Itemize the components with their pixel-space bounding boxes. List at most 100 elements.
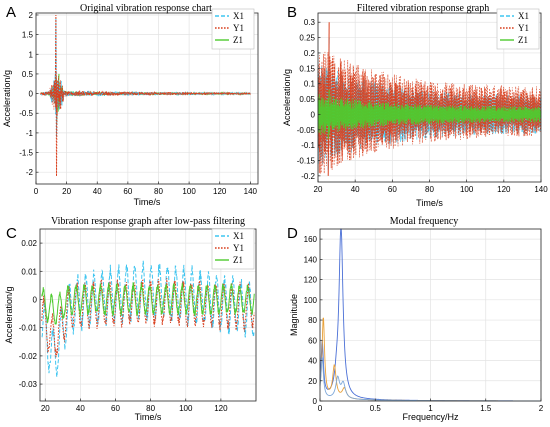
y-tick-label: 0 xyxy=(313,397,318,406)
x-tick-label: 20 xyxy=(41,404,50,413)
y-tick-label: 0.05 xyxy=(299,95,315,104)
y-tick-label: 140 xyxy=(304,255,318,264)
panel-c: 20 40 60 80 100 120 -0.03 -0.02 -0.01 0 0.01 0.02 C V… xyxy=(4,216,257,422)
series-group xyxy=(40,14,251,177)
y-tick-label: -0.15 xyxy=(297,156,316,165)
legend-label-y1: Y1 xyxy=(233,23,244,33)
legend: X1 Y1 Z1 xyxy=(211,8,255,50)
x-tick-label: 80 xyxy=(425,185,434,194)
legend-label-z1: Z1 xyxy=(233,255,243,265)
x-axis-label: Time/s xyxy=(416,198,443,208)
series-line-y1 xyxy=(317,51,542,174)
series-group xyxy=(41,260,255,378)
y-tick-label: -0.5 xyxy=(19,109,33,118)
y-tick-label: 60 xyxy=(308,336,317,345)
x-axis-label: Time/s xyxy=(134,197,161,207)
panel-a: 0 20 40 60 80 100 120 140 -2 -1.5 -1 -0.5 0 0.5 1 1.5 2 A… xyxy=(2,3,259,207)
legend-label-y1: Y1 xyxy=(233,243,244,253)
y-axis-label: Magnitude xyxy=(289,294,299,336)
y-tick-label: -0.02 xyxy=(19,352,38,361)
series-line-z1 xyxy=(41,282,255,325)
x-tick-label: 20 xyxy=(314,185,323,194)
chart-title: Original vibration response chart xyxy=(80,3,212,14)
y-tick-label: 1 xyxy=(29,50,34,59)
y-tick-label: -0.01 xyxy=(19,324,38,333)
x-tick-label: 100 xyxy=(179,404,193,413)
y-tick-label: -0.05 xyxy=(297,126,316,135)
y-tick-label: -1.5 xyxy=(19,149,33,158)
y-tick-label: 0.5 xyxy=(22,70,34,79)
x-tick-label: 60 xyxy=(388,185,397,194)
y-tick-label: 0 xyxy=(33,295,38,304)
y-tick-label: -1 xyxy=(26,129,34,138)
y-tick-label: 40 xyxy=(308,357,317,366)
x-tick-label: 140 xyxy=(244,187,258,196)
x-tick-label: 2 xyxy=(539,404,544,413)
y-tick-label: -0.1 xyxy=(301,141,315,150)
legend-label-z1: Z1 xyxy=(518,35,528,45)
legend: X1 Y1 Z1 xyxy=(496,8,540,50)
legend: X1 Y1 Z1 xyxy=(211,228,255,270)
x-axis-label: Time/s xyxy=(135,412,162,422)
y-tick-label: -2 xyxy=(26,168,34,177)
series-group xyxy=(317,22,542,176)
x-tick-label: 40 xyxy=(93,187,102,196)
y-axis-label: Acceleration/g xyxy=(282,69,292,126)
y-tick-label: 20 xyxy=(308,377,317,386)
y-tick-label: 80 xyxy=(308,316,317,325)
y-tick-label: 0.3 xyxy=(304,18,316,27)
series-line-y1 xyxy=(40,72,251,116)
legend-label-z1: Z1 xyxy=(233,35,243,45)
x-tick-label: 80 xyxy=(154,187,163,196)
legend-label-x1: X1 xyxy=(518,11,529,21)
y-axis-label: Acceleration/g xyxy=(4,286,14,343)
y-tick-label: 1.5 xyxy=(22,31,34,40)
y-tick-label: 100 xyxy=(304,296,318,305)
x-tick-label: 20 xyxy=(62,187,71,196)
x-tick-label: 60 xyxy=(123,187,132,196)
y-axis-label: Acceleration/g xyxy=(2,70,12,127)
panel-letter: C xyxy=(6,225,17,242)
x-tick-label: 60 xyxy=(111,404,120,413)
y-tick-label: 0.2 xyxy=(304,49,316,58)
x-tick-label: 0.5 xyxy=(370,404,382,413)
x-tick-label: 1.5 xyxy=(480,404,492,413)
y-tick-label: -0.03 xyxy=(19,380,38,389)
y-tick-label: 0.01 xyxy=(21,267,37,276)
x-tick-label: 0 xyxy=(318,404,323,413)
chart-title: Modal frequency xyxy=(390,216,459,227)
x-tick-label: 140 xyxy=(534,185,548,194)
series-line-z1 xyxy=(317,93,542,136)
y-tick-label: 120 xyxy=(304,276,318,285)
y-tick-label: 0.25 xyxy=(299,34,315,43)
panel-b: 20 40 60 80 100 120 140 -0.2 -0.15 -0.1 -0.05 0 0.05… xyxy=(282,3,548,208)
chart-title: Vibration response graph after low-pass … xyxy=(51,216,245,227)
axes-frame xyxy=(35,12,259,185)
legend-box xyxy=(211,8,255,50)
y-tick-label: 0 xyxy=(311,110,316,119)
x-tick-label: 120 xyxy=(213,187,227,196)
x-tick-label: 80 xyxy=(146,404,155,413)
panel-letter: D xyxy=(287,225,298,242)
y-tick-label: 0.15 xyxy=(299,64,315,73)
x-tick-label: 40 xyxy=(76,404,85,413)
legend-label-x1: X1 xyxy=(233,231,244,241)
series-spike-y1 xyxy=(54,14,58,177)
y-tick-label: 160 xyxy=(304,235,318,244)
legend-label-x1: X1 xyxy=(233,11,244,21)
y-tick-label: 0 xyxy=(29,90,34,99)
x-tick-label: 120 xyxy=(497,185,511,194)
x-tick-label: 1 xyxy=(428,404,433,413)
x-tick-label: 100 xyxy=(182,187,196,196)
panel-letter: A xyxy=(6,4,16,21)
y-tick-label: 2 xyxy=(29,11,34,20)
series-extreme-z1 xyxy=(327,89,330,139)
x-tick-label: 0 xyxy=(34,187,39,196)
panel-letter: B xyxy=(287,4,297,21)
y-tick-label: 0.02 xyxy=(21,239,37,248)
x-axis-label: Frequency/Hz xyxy=(402,412,459,422)
legend-label-y1: Y1 xyxy=(518,23,529,33)
series-line-y1 xyxy=(41,278,255,358)
